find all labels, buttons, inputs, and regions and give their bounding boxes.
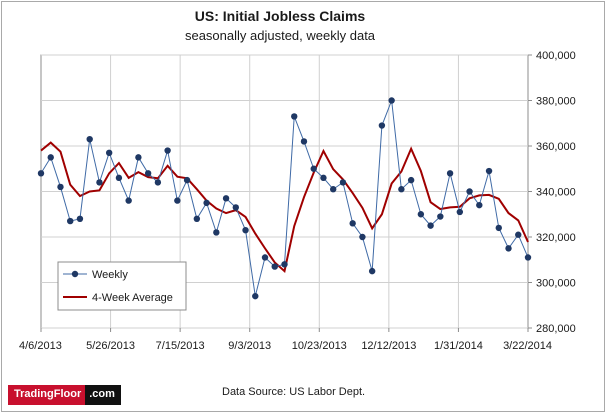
weekly-point: [271, 263, 278, 270]
weekly-point: [446, 170, 454, 177]
weekly-point: [378, 122, 386, 129]
weekly-point: [57, 183, 64, 191]
line-chart: 280,000 300,000 320,000 340,000 360,000 380,0…: [19, 50, 576, 352]
weekly-point: [417, 211, 425, 218]
weekly-point: [154, 179, 162, 186]
weekly-point: [495, 224, 502, 232]
chart-title: US: Initial Jobless Claims: [194, 8, 366, 24]
weekly-point: [164, 147, 171, 154]
weekly-point: [339, 179, 347, 186]
weekly-point: [466, 188, 473, 195]
weekly-point: [310, 165, 317, 172]
weekly-point: [213, 229, 220, 236]
y-axis-ticks: 280,000 300,000 320,000 340,000 360,000 380,0…: [528, 50, 576, 335]
weekly-point: [291, 113, 298, 120]
x-tick-label: 3/22/2014: [503, 340, 552, 352]
weekly-point: [222, 195, 230, 202]
legend: Weekly 4-Week Average: [57, 261, 187, 311]
series-4-week-average: [40, 141, 529, 274]
x-axis-ticks: 4/6/2013 5/26/2013 7/15/2013 9/3/2013 10/23/…: [19, 328, 552, 352]
y-tick-label: 280,000: [536, 323, 576, 335]
legend-weekly-marker: [71, 270, 79, 278]
weekly-point: [183, 176, 191, 184]
weekly-point: [456, 208, 464, 216]
weekly-point: [144, 170, 152, 177]
logo-part-1: TradingFloor: [8, 385, 86, 405]
weekly-point: [281, 261, 288, 268]
weekly-point: [261, 254, 269, 261]
y-tick-label: 340,000: [536, 187, 576, 199]
weekly-point: [524, 254, 532, 261]
y-tick-label: 380,000: [536, 96, 576, 108]
weekly-point: [300, 138, 308, 145]
weekly-point: [96, 179, 103, 186]
weekly-point: [398, 186, 405, 193]
weekly-point: [76, 215, 84, 222]
weekly-point: [193, 215, 201, 222]
weekly-point: [515, 231, 522, 238]
weekly-point: [359, 233, 366, 241]
logo-part-2: .com: [85, 385, 121, 405]
y-tick-label: 300,000: [536, 278, 576, 290]
weekly-point: [203, 199, 210, 207]
x-tick-label: 10/23/2013: [292, 340, 347, 352]
x-tick-label: 4/6/2013: [19, 340, 62, 352]
weekly-point: [37, 170, 45, 177]
weekly-point: [174, 197, 181, 204]
weekly-point: [320, 174, 327, 182]
weekly-point: [115, 174, 123, 182]
x-tick-label: 5/26/2013: [86, 340, 135, 352]
weekly-point: [86, 135, 93, 143]
series-weekly: [37, 97, 532, 300]
weekly-point: [47, 154, 54, 161]
weekly-point: [368, 267, 376, 275]
weekly-point: [437, 213, 444, 220]
x-tick-label: 12/12/2013: [361, 340, 416, 352]
chart-subtitle: seasonally adjusted, weekly data: [184, 28, 376, 43]
weekly-point: [135, 154, 142, 161]
weekly-point: [252, 292, 259, 300]
x-tick-label: 1/31/2014: [434, 340, 483, 352]
average-line: [40, 141, 529, 274]
weekly-point: [476, 201, 483, 209]
weekly-point: [125, 197, 132, 204]
weekly-point: [330, 186, 337, 193]
weekly-point: [388, 97, 395, 104]
x-tick-label: 7/15/2013: [156, 340, 205, 352]
weekly-point: [427, 222, 434, 229]
weekly-point: [105, 149, 113, 157]
y-tick-label: 320,000: [536, 232, 576, 244]
weekly-point: [67, 217, 74, 225]
weekly-point: [232, 204, 239, 211]
legend-average-label: 4-Week Average: [92, 292, 173, 304]
legend-weekly-label: Weekly: [92, 269, 128, 281]
legend-box: [57, 261, 187, 311]
x-tick-label: 9/3/2013: [228, 340, 271, 352]
weekly-point: [485, 167, 493, 175]
tradingfloor-logo: TradingFloor .com: [8, 385, 121, 405]
data-source: Data Source: US Labor Dept.: [222, 386, 366, 398]
y-tick-label: 400,000: [536, 50, 576, 62]
weekly-point: [349, 220, 356, 227]
y-tick-label: 360,000: [536, 141, 576, 153]
weekly-point: [407, 176, 415, 184]
weekly-point: [242, 226, 249, 234]
weekly-point: [505, 245, 512, 252]
